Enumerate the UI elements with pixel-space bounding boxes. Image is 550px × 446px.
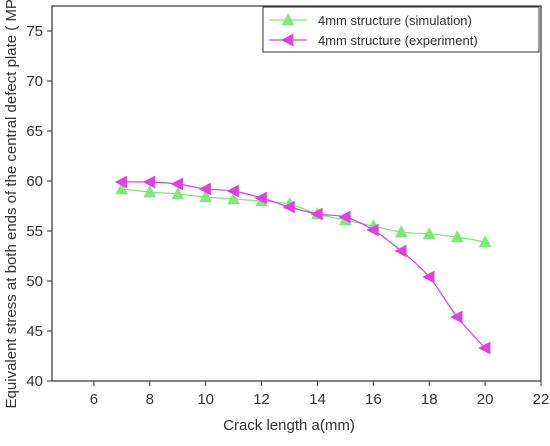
data-point xyxy=(310,207,323,221)
y-tick-label: 60 xyxy=(26,173,43,190)
y-tick-label: 75 xyxy=(26,23,43,40)
x-tick-label: 20 xyxy=(477,391,494,408)
data-point xyxy=(394,224,408,238)
data-point xyxy=(478,234,492,248)
series-1 xyxy=(115,181,492,248)
x-tick-label: 16 xyxy=(365,391,382,408)
series-layer xyxy=(114,175,492,355)
data-point xyxy=(198,182,211,196)
data-point xyxy=(280,33,294,47)
data-point xyxy=(114,175,128,189)
series-2 xyxy=(114,175,491,355)
legend: 4mm structure (simulation) 4mm structure … xyxy=(262,6,540,53)
data-point xyxy=(422,270,435,284)
x-tick-label: 6 xyxy=(90,391,98,408)
data-point xyxy=(226,184,239,198)
y-tick-label: 45 xyxy=(26,323,43,340)
data-point xyxy=(422,226,436,240)
data-point xyxy=(170,177,183,191)
y-tick-label: 40 xyxy=(26,373,43,390)
data-point xyxy=(338,210,351,224)
x-tick-label: 22 xyxy=(533,391,550,408)
data-point xyxy=(171,186,185,200)
legend-label: 4mm structure (experiment) xyxy=(318,33,478,48)
x-tick-label: 10 xyxy=(197,391,214,408)
y-tick-label: 65 xyxy=(26,123,43,140)
y-tick-label: 70 xyxy=(26,73,43,90)
y-tick-label: 55 xyxy=(26,223,43,240)
data-point xyxy=(366,223,379,237)
data-point xyxy=(143,184,157,198)
x-tick-label: 8 xyxy=(146,391,154,408)
x-tick-label: 14 xyxy=(309,391,326,408)
x-tick-label: 12 xyxy=(253,391,270,408)
data-point xyxy=(450,310,463,324)
data-point xyxy=(394,244,407,258)
data-point xyxy=(254,191,267,205)
x-tick-label: 18 xyxy=(421,391,438,408)
y-axis-title: Equivalent stress at both ends of the ce… xyxy=(3,0,20,408)
axes-layer: 6 8 10 12 14 16 18 20 22 40 45 50 55 60 65 70 75 xyxy=(26,5,550,408)
y-tick-label: 50 xyxy=(26,273,43,290)
data-point xyxy=(142,175,156,189)
legend-box xyxy=(262,6,540,53)
data-point xyxy=(199,189,213,203)
data-point xyxy=(281,12,295,26)
plot-frame xyxy=(51,5,542,382)
data-point xyxy=(450,229,464,243)
data-point xyxy=(478,341,491,355)
data-point xyxy=(115,181,129,195)
legend-label: 4mm structure (simulation) xyxy=(318,13,472,28)
x-axis-title: Crack length a(mm) xyxy=(223,417,355,434)
data-point xyxy=(282,200,295,214)
data-point xyxy=(227,191,241,205)
series-line xyxy=(121,181,486,349)
